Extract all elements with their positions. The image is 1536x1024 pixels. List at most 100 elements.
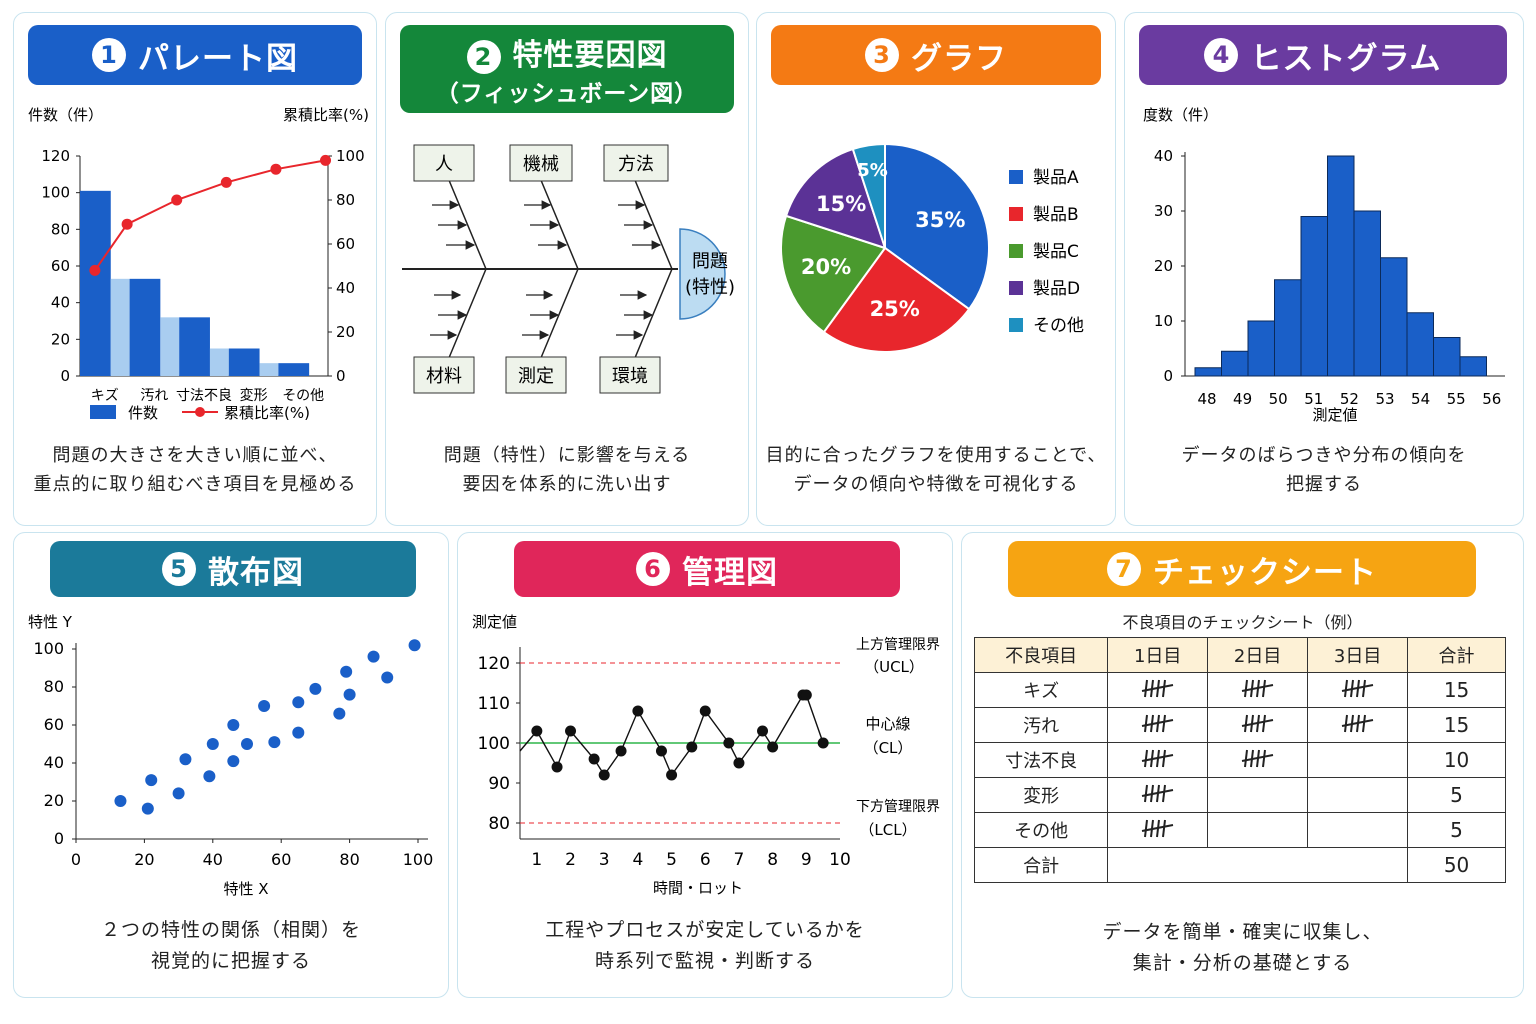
control-title: 管理図 (682, 554, 778, 591)
pie-slice (822, 246, 971, 353)
histogram-xtick-label: 48 (1197, 390, 1216, 408)
scatter-chart: 特性 Y 特性 X 0 20 40 60 80 100 0 20 40 60 80 100 (28, 613, 434, 898)
histogram-xtick-label: 53 (1375, 390, 1394, 408)
scatter-title: 散布図 (208, 554, 304, 591)
fishbone-banner: 2 特性要因図 （フィッシュボーン図） (400, 25, 734, 113)
pareto-bar (80, 190, 111, 376)
tally-glyph (1141, 784, 1173, 802)
histogram-desc-line2: 把握する (1286, 474, 1362, 495)
pie-legend-label: 製品D (1033, 279, 1080, 299)
bone-bottom-1 (445, 268, 487, 366)
tally-slash (1241, 683, 1273, 692)
scatter-point (241, 738, 253, 750)
pareto-banner: 1 パレート図 (28, 25, 362, 85)
scatter-description: ２つの特性の関係（相関）を 視覚的に把握する (14, 915, 448, 977)
tally-slash (1141, 683, 1173, 692)
fishbone-desc-line1: 問題（特性）に影響を与える (443, 445, 691, 466)
pareto-bar (278, 363, 310, 376)
pareto-bar-light (160, 317, 180, 376)
control-chart: 測定値 時間・ロット 上方管理限界 （UCL） 中心線 （CL） 下方管理限界 … (472, 613, 940, 897)
histogram-bar (1433, 337, 1461, 377)
pareto-number: 1 (92, 38, 126, 72)
control-point (723, 737, 735, 749)
header-cell: 3日目 (1307, 637, 1409, 673)
fishbone-desc-line2: 要因を体系的に洗い出す (462, 474, 672, 495)
pie-legend-swatch (1009, 207, 1023, 221)
control-point (733, 757, 745, 769)
control-xtick-label: 8 (767, 850, 778, 870)
tally-slash (1241, 753, 1273, 762)
scatter-ytick-label: 80 (44, 677, 64, 696)
graph-banner: 3 グラフ (771, 25, 1101, 85)
control-xtick-label: 9 (801, 850, 812, 870)
histogram-chart: 度数（件） 測定値 0 10 20 30 40 48 49 50 51 52 53 54 55 56 (1143, 106, 1505, 424)
fishbone-title: 特性要因図 (512, 38, 668, 73)
pareto-bar (228, 348, 260, 376)
tally-stroke (1261, 749, 1266, 767)
control-xtick-label: 10 (829, 850, 851, 870)
tally-mark (1307, 777, 1409, 813)
scatter-point (114, 795, 127, 807)
pareto-chart: 件数（件） 累積比率(%) 0 20 40 60 80 100 120 0 20 40 60 80 10… (28, 106, 369, 422)
histogram-bar (1274, 279, 1302, 377)
tally-stroke (1143, 714, 1148, 732)
tally-mark (1207, 812, 1309, 848)
scatter-ylabel: 特性 Y (28, 613, 73, 631)
table-row: キズ 15 (973, 672, 1506, 708)
scatter-point (227, 719, 240, 731)
pareto-ytick-label: 100 (41, 184, 70, 202)
scatter-xtick-label: 100 (403, 850, 434, 869)
histogram-ytick-label: 40 (1154, 147, 1173, 165)
tally-stroke (1143, 679, 1148, 697)
pareto-bar-light (259, 363, 279, 376)
pie-value-label: 5% (857, 160, 888, 181)
control-card: 6 管理図 測定値 時間・ロット 上方管理限界 （UCL） 中心線 （CL） 下… (457, 532, 953, 998)
pareto-ytick-label: 80 (51, 220, 70, 238)
control-ytick-label: 100 (478, 734, 510, 754)
control-xtick-label: 2 (565, 850, 576, 870)
pareto-description: 問題の大きさを大きい順に並べ、 重点的に取り組むべき項目を見極める (14, 441, 376, 499)
row-total: 15 (1407, 707, 1506, 743)
pareto-ytick-label: 120 (41, 147, 70, 165)
tally-stroke (1343, 714, 1348, 732)
tally-glyph (1341, 679, 1373, 697)
scatter-desc-line2: 視覚的に把握する (150, 950, 311, 972)
pareto-y2tick-label: 0 (336, 367, 346, 385)
tally-stroke (1261, 714, 1266, 732)
pareto-cumulative-point (220, 176, 232, 188)
scatter-xtick-label: 60 (271, 850, 291, 869)
pie-legend-label: 製品C (1033, 242, 1079, 262)
bone-bottom-3 (631, 268, 673, 366)
control-point (666, 769, 678, 781)
tally-stroke (1161, 679, 1166, 697)
bone-top-2 (537, 172, 579, 270)
histogram-ytick-label: 20 (1154, 257, 1173, 275)
histogram-xtick-label: 55 (1447, 390, 1466, 408)
pie-legend-label: 製品A (1033, 168, 1079, 188)
pie-slice (780, 214, 887, 334)
tally-stroke (1161, 714, 1166, 732)
pareto-card: 1 パレート図 件数（件） 累積比率(%) 0 20 40 60 80 100 120 0 20… (13, 12, 377, 526)
control-xtick-label: 1 (531, 850, 542, 870)
tally-slash (1341, 718, 1373, 727)
control-ytick-label: 90 (488, 774, 510, 794)
control-point (598, 769, 610, 781)
graph-number: 3 (865, 38, 899, 72)
scatter-point (268, 736, 281, 749)
tally-stroke (1361, 714, 1366, 732)
fishbone-card: 2 特性要因図 （フィッシュボーン図） 問題 (特性) (385, 12, 749, 526)
row-item: 寸法不良 (973, 742, 1109, 778)
tally-stroke (1361, 679, 1366, 697)
ucl-label-line1: 上方管理限界 (856, 637, 940, 653)
histogram-number: 4 (1204, 38, 1239, 72)
checksheet-header-row: 不良項目 1日目 2日目 3日目 合計 (973, 637, 1506, 673)
control-ytick-label: 80 (488, 814, 510, 834)
control-point (632, 705, 644, 717)
row-total: 5 (1407, 777, 1506, 813)
tally-mark (1307, 812, 1409, 848)
histogram-xtick-label: 56 (1482, 390, 1501, 408)
histogram-banner: 4 ヒストグラム (1139, 25, 1507, 85)
scatter-point (309, 682, 322, 695)
cause-box (413, 356, 475, 394)
histogram-bar (1247, 320, 1275, 377)
